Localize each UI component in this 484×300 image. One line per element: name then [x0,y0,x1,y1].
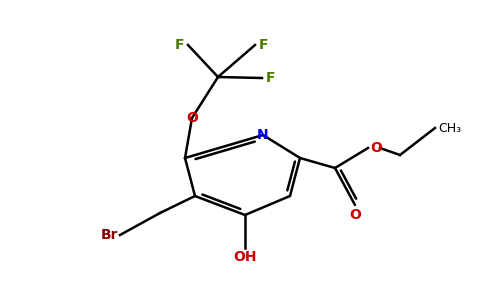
Text: OH: OH [233,250,257,264]
Text: O: O [186,111,198,125]
Text: N: N [257,128,269,142]
Text: F: F [175,38,184,52]
Text: F: F [266,71,275,85]
Text: O: O [349,208,361,222]
Text: O: O [370,141,382,155]
Text: CH₃: CH₃ [438,122,461,134]
Text: Br: Br [101,228,118,242]
Text: F: F [259,38,269,52]
